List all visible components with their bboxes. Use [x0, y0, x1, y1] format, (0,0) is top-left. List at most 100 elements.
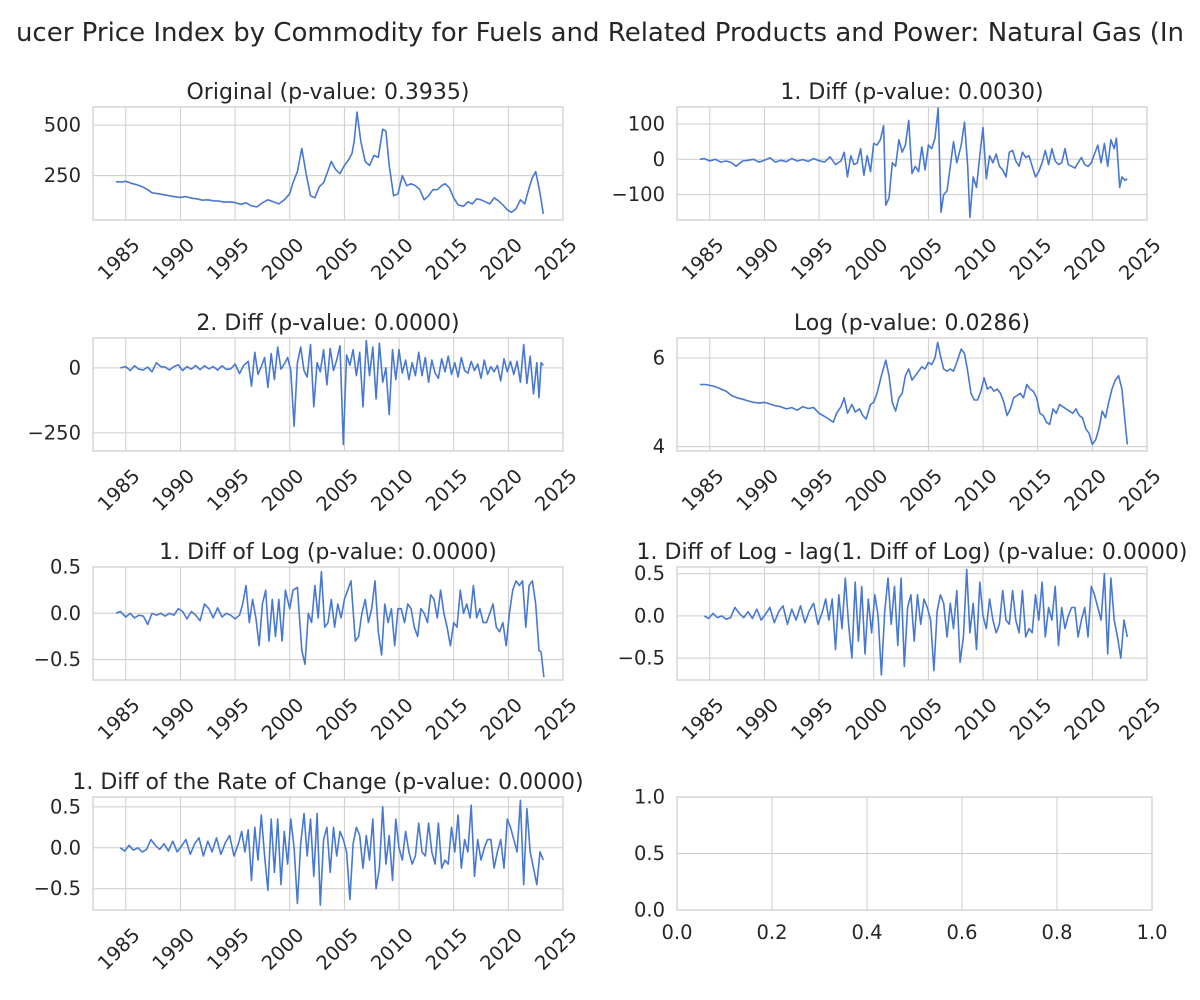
x-tick-label: 2020	[1060, 693, 1111, 744]
axes-frame	[676, 796, 1153, 911]
x-tick-label: 2000	[257, 693, 308, 744]
series-line	[119, 799, 545, 906]
x-tick-label: 2015	[421, 464, 472, 515]
y-tick-label: 0.0	[50, 836, 81, 859]
x-tick-label: 2000	[257, 923, 308, 974]
x-tick-label: 1990	[148, 693, 199, 744]
y-tick-label: 0	[69, 356, 81, 379]
axes-frame	[676, 106, 1148, 221]
y-tick-label: 4	[653, 435, 665, 458]
y-tick-label: 0.5	[634, 562, 665, 585]
x-tick-label: 2020	[476, 233, 527, 284]
x-tick-label: 1995	[786, 464, 837, 515]
x-tick-label: 2020	[476, 464, 527, 515]
x-tick-label: 1985	[677, 233, 728, 284]
series-line	[115, 111, 545, 215]
x-tick-label: 2010	[366, 464, 417, 515]
y-tick-label: 500	[44, 114, 81, 137]
y-tick-label: 250	[44, 164, 81, 187]
x-tick-label: 1995	[786, 233, 837, 284]
y-tick-label: −0.5	[34, 877, 81, 900]
x-tick-label: 1985	[93, 923, 144, 974]
x-tick-label: 1985	[93, 464, 144, 515]
x-tick-label: 2005	[312, 923, 363, 974]
x-tick-label: 1990	[732, 233, 783, 284]
x-tick-label: 1995	[202, 923, 253, 974]
x-tick-label: 2010	[366, 693, 417, 744]
panel-8: 0.0 0.2 0.4 0.6 0.8 1.0 0.0 0.5 1.0	[634, 786, 1168, 945]
y-tick-label: 0.5	[50, 556, 81, 579]
x-tick-label: 2005	[896, 464, 947, 515]
x-tick-label: 2005	[896, 693, 947, 744]
x-tick-label: 2025	[1114, 464, 1165, 515]
x-tick-label: 2020	[476, 923, 527, 974]
panel-4: 1985 1990 1995 2000 2005 2010 2015 2020 2025 4 6 Lo…	[653, 311, 1166, 516]
panel-title: Original (p-value: 0.3935)	[186, 80, 469, 105]
axes-frame	[92, 566, 564, 681]
panel-2: 1985 1990 1995 2000 2005 2010 2015 2020 2025 −100…	[611, 80, 1165, 285]
x-tick-label: 1985	[677, 464, 728, 515]
axes-frame	[92, 337, 564, 452]
x-tick-label: 1990	[732, 693, 783, 744]
panel-3: 1985 1990 1995 2000 2005 2010 2015 2020 2025 −250…	[27, 311, 581, 516]
x-tick-label: 0.8	[1041, 921, 1072, 944]
y-tick-label: −0.5	[34, 648, 81, 671]
x-tick-label: 2010	[366, 923, 417, 974]
x-tick-label: 1990	[148, 464, 199, 515]
x-tick-label: 1985	[93, 233, 144, 284]
panel-title: Log (p-value: 0.0286)	[794, 311, 1030, 336]
x-tick-label: 2015	[1005, 693, 1056, 744]
x-tick-label: 2000	[257, 233, 308, 284]
x-tick-label: 0.6	[946, 921, 977, 944]
axes-frame	[92, 796, 564, 911]
x-tick-label: 2025	[530, 464, 581, 515]
x-tick-label: 1990	[148, 923, 199, 974]
figure-suptitle: ucer Price Index by Commodity for Fuels …	[16, 18, 1184, 48]
axes-frame	[676, 337, 1148, 452]
panel-6: 1985 1990 1995 2000 2005 2010 2015 2020 2025 −0.5…	[618, 540, 1188, 745]
x-tick-label: 2010	[950, 464, 1001, 515]
x-tick-label: 2005	[312, 464, 363, 515]
y-tick-label: 6	[653, 346, 665, 369]
axes-frame	[676, 566, 1148, 681]
axes-frame	[92, 106, 564, 221]
x-tick-label: 2000	[257, 464, 308, 515]
panel-5: 1985 1990 1995 2000 2005 2010 2015 2020 2025 −0.5…	[34, 540, 582, 745]
y-tick-label: 1.0	[634, 786, 665, 809]
y-tick-label: 0.0	[634, 604, 665, 627]
x-tick-label: 2015	[421, 693, 472, 744]
y-tick-label: 0.5	[50, 795, 81, 818]
x-tick-label: 1995	[202, 693, 253, 744]
x-tick-label: 2010	[950, 693, 1001, 744]
y-tick-label: 0.0	[50, 602, 81, 625]
y-tick-label: 0.0	[634, 899, 665, 922]
series-line	[115, 570, 545, 678]
x-tick-label: 1995	[202, 464, 253, 515]
x-tick-label: 1985	[677, 693, 728, 744]
panel-title: 1. Diff of Log - lag(1. Diff of Log) (p-…	[637, 540, 1188, 565]
x-tick-label: 2000	[841, 464, 892, 515]
x-tick-label: 2005	[896, 233, 947, 284]
x-tick-label: 2025	[530, 693, 581, 744]
x-tick-label: 2015	[1005, 464, 1056, 515]
x-tick-label: 2000	[841, 693, 892, 744]
y-tick-label: −100	[611, 183, 665, 206]
series-line	[700, 341, 1129, 446]
x-tick-label: 1985	[93, 693, 144, 744]
panel-7: 1985 1990 1995 2000 2005 2010 2015 2020 2025 −0.5…	[34, 770, 584, 975]
x-tick-label: 2025	[1114, 233, 1165, 284]
x-tick-label: 1995	[786, 693, 837, 744]
x-tick-label: 2005	[312, 233, 363, 284]
x-tick-label: 2005	[312, 693, 363, 744]
panel-title: 1. Diff of Log (p-value: 0.0000)	[159, 540, 497, 565]
x-tick-label: 2010	[950, 233, 1001, 284]
y-tick-label: 0	[653, 148, 665, 171]
x-tick-label: 1995	[202, 233, 253, 284]
x-tick-label: 0.4	[851, 921, 882, 944]
x-tick-label: 1.0	[1136, 921, 1167, 944]
x-tick-label: 2000	[841, 233, 892, 284]
series-line	[699, 107, 1128, 219]
panel-title: 1. Diff (p-value: 0.0030)	[780, 80, 1043, 105]
x-tick-label: 2010	[366, 233, 417, 284]
